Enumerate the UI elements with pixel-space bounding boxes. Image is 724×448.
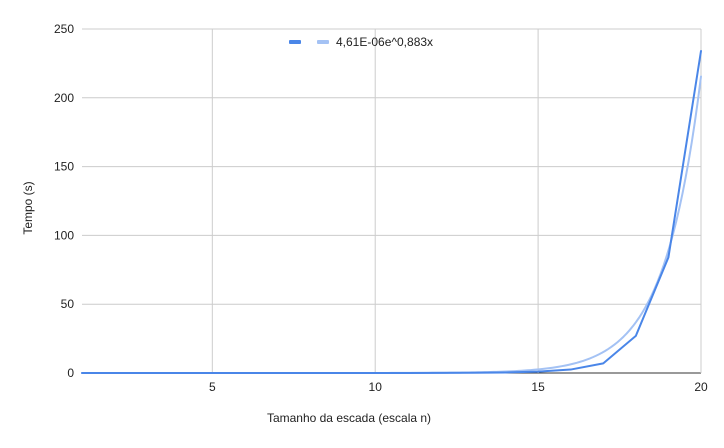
x-axis-title: Tamanho da escada (escala n) [267,411,431,425]
x-axis-ticks: 5 10 15 20 [209,380,708,394]
x-tick-label: 15 [531,380,545,394]
y-tick-label: 250 [54,22,74,36]
legend-label-trendline: 4,61E-06e^0,883x [336,35,433,49]
x-tick-label: 10 [369,380,383,394]
x-tick-label: 20 [694,380,708,394]
y-axis-title: Tempo (s) [21,181,35,234]
y-tick-label: 0 [67,366,74,380]
series-line [81,50,702,374]
legend-swatch-series [289,40,301,44]
x-tick-label: 5 [209,380,216,394]
grid [82,28,702,374]
series-area [81,50,702,374]
legend-swatch-trendline [317,40,329,44]
y-tick-label: 200 [54,91,74,105]
y-axis-ticks: 0 50 100 150 200 250 [54,22,74,380]
y-tick-label: 100 [54,228,74,242]
y-tick-label: 50 [61,297,75,311]
y-tick-label: 150 [54,160,74,174]
legend: 4,61E-06e^0,883x [289,35,433,49]
